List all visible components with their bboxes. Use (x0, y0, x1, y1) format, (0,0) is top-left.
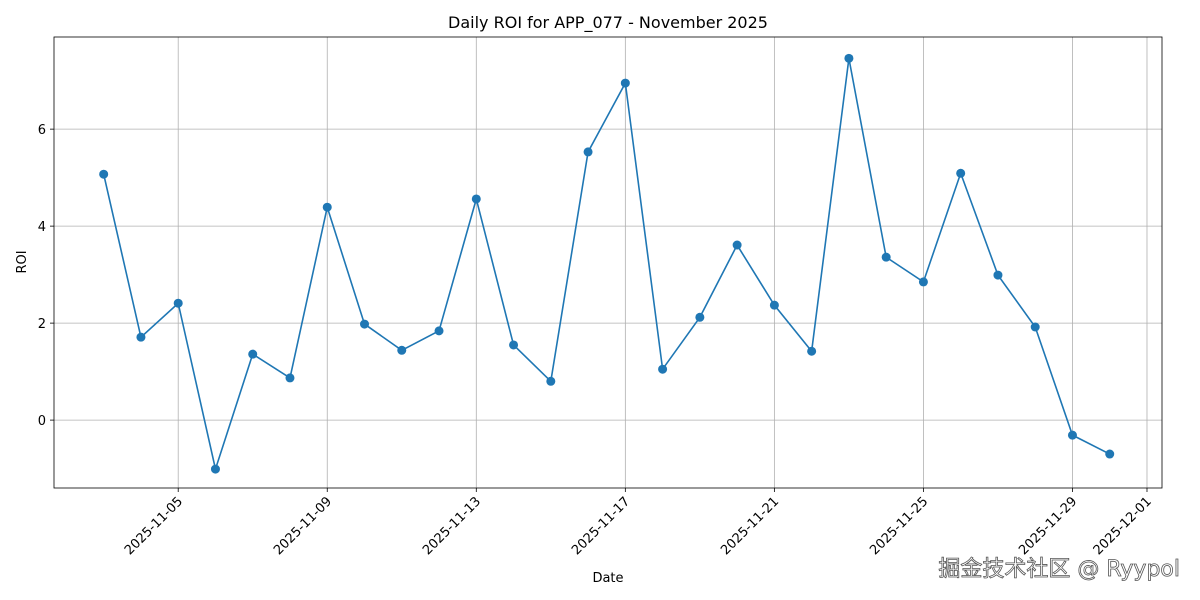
data-point (509, 340, 519, 350)
data-point (248, 349, 258, 359)
data-point (844, 53, 854, 63)
data-point (397, 345, 407, 355)
x-tick-label: 2025-11-17 (569, 494, 633, 558)
x-tick-label: 2025-11-13 (420, 494, 484, 558)
data-point (918, 277, 928, 287)
data-point (658, 364, 668, 374)
series-line (102, 58, 1111, 473)
data-point (1067, 430, 1077, 440)
data-point (732, 240, 742, 250)
data-point (956, 168, 966, 178)
data-point (620, 78, 630, 88)
data-point (285, 373, 295, 383)
y-tick-label: 0 (38, 414, 46, 429)
chart-title: Daily ROI for APP_077 - November 2025 (448, 13, 768, 33)
data-point (1030, 322, 1040, 332)
data-point (360, 319, 370, 329)
x-tick-label: 2025-11-29 (1016, 494, 1080, 558)
data-point (993, 270, 1003, 280)
x-tick-label: 2025-11-05 (122, 494, 186, 558)
y-tick-label: 2 (38, 317, 46, 332)
plot-frame (53, 36, 1163, 489)
data-point (546, 376, 556, 386)
data-point (210, 464, 220, 474)
x-axis-label: Date (592, 571, 623, 586)
data-point (1105, 449, 1115, 459)
data-point (136, 332, 146, 342)
x-tick-label: 2025-12-01 (1091, 494, 1155, 558)
y-tick-label: 6 (38, 123, 46, 138)
x-tick-label: 2025-11-21 (718, 494, 782, 558)
data-point (583, 147, 593, 157)
data-point (471, 194, 481, 204)
data-point (173, 298, 183, 308)
data-point (695, 312, 705, 322)
y-axis-label: ROI (15, 250, 30, 273)
data-point (769, 300, 779, 310)
watermark: 掘金技术社区 @ Ryypol (938, 557, 1180, 582)
x-tick-label: 2025-11-25 (867, 494, 931, 558)
data-point (881, 252, 891, 262)
data-point (434, 326, 444, 336)
y-tick-label: 4 (38, 220, 46, 235)
data-point (807, 346, 817, 356)
x-tick-label: 2025-11-09 (271, 494, 335, 558)
data-point (99, 169, 109, 179)
data-point (322, 202, 332, 212)
